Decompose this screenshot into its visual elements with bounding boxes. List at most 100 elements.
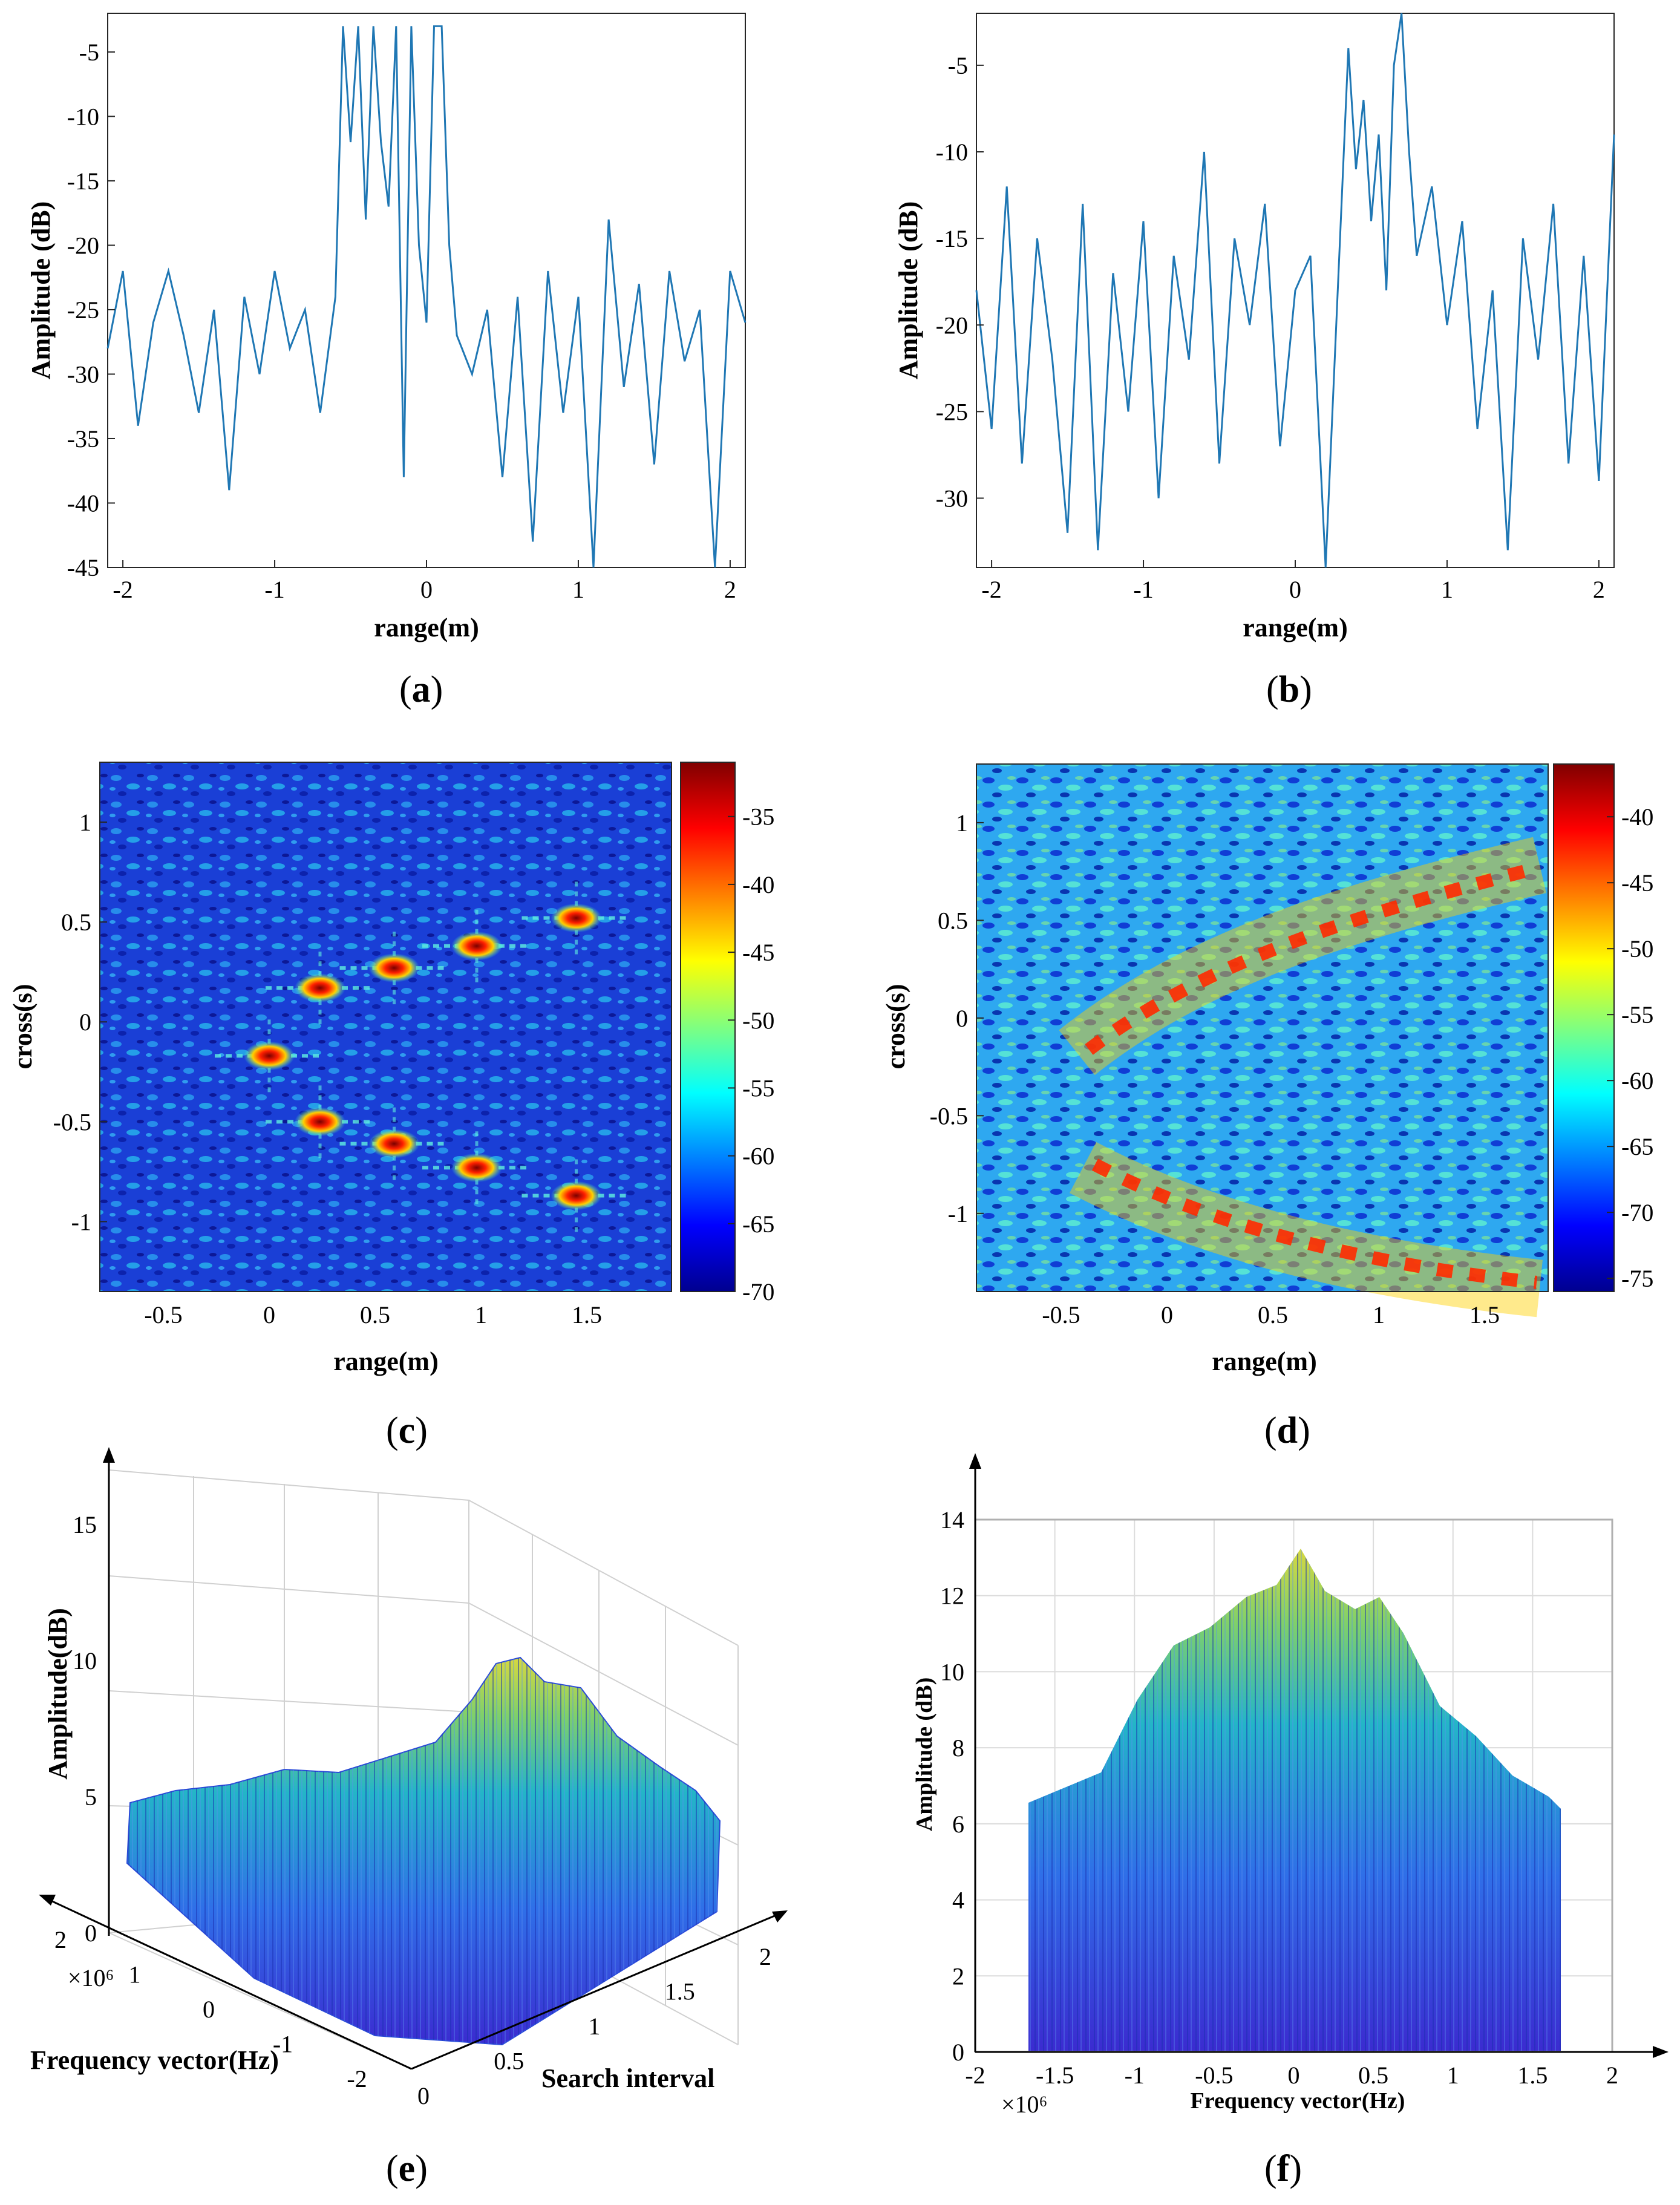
surface-e-z-tick-label: 5 [85, 1783, 97, 1811]
b-y-tick-label: -30 [936, 485, 968, 512]
panel-d-heatmap: -40 -45 -50 -55 -60 -65 -70 -75 1 0.5 0 -0.5 -1 -0.… [881, 763, 1653, 1451]
plot-a-y-axis-label: Amplitude (dB) [26, 201, 56, 380]
b-y-tick-label: -15 [936, 225, 968, 252]
plot-f-y-tick-label: 12 [940, 1583, 964, 1610]
surface-e-y-ticks: 0 0.5 1 1.5 2 [417, 1943, 771, 2109]
c-y-tick-label: 0 [79, 1008, 91, 1036]
a-x-tick-label: 0 [420, 576, 433, 603]
panel-label-f: (f) [1264, 2148, 1302, 2189]
plot-f-x-tick-label: 0 [1288, 2062, 1300, 2089]
a-x-tick-label: 2 [724, 576, 736, 603]
heatmap-c-point-targets [215, 881, 631, 1232]
panel-label-c: (c) [386, 1410, 428, 1451]
surface-e-y-tick-label: 1.5 [665, 1978, 695, 2005]
b-x-tick-label: 2 [1593, 576, 1605, 603]
surface-e-z-ticks: 0 5 10 15 [73, 1511, 97, 1947]
plot-f-y-axis-arrow [969, 1453, 981, 1469]
surface-e-z-tick-label: 10 [73, 1647, 97, 1674]
d-colorbar-tick-label: -70 [1621, 1199, 1653, 1226]
plot-f-y-tick-label: 2 [952, 1962, 964, 1990]
c-x-tick-label: 1 [475, 1301, 487, 1328]
d-colorbar-tick-label: -40 [1621, 803, 1653, 831]
c-x-tick-label: 0 [263, 1301, 275, 1328]
heatmap-d-lower-band [1069, 1142, 1543, 1318]
heatmap-c-x-ticks: -0.5 0 0.5 1 1.5 [144, 1301, 602, 1328]
heatmap-d-x-ticks: -0.5 0 0.5 1 1.5 [1042, 1301, 1500, 1328]
surface-e-y-tick-label: 2 [759, 1943, 771, 1970]
c-x-tick-label: 1.5 [572, 1301, 602, 1328]
c-colorbar-tick-label: -40 [742, 871, 774, 898]
point-target [368, 953, 420, 983]
point-target [295, 973, 345, 1003]
plot-f-x-ticks: -2 -1.5 -1 -0.5 0 0.5 1 1.5 2 [965, 2062, 1618, 2089]
plot-a-x-axis-label: range(m) [374, 613, 479, 642]
b-x-tick-label: 0 [1289, 576, 1301, 603]
plot-b-y-ticks: -5 -10 -15 -20 -25 -30 [936, 52, 984, 512]
d-x-tick-label: -0.5 [1042, 1301, 1080, 1328]
surface-e-z-tick-label: 15 [73, 1511, 97, 1538]
plot-f-y-tick-label: 8 [952, 1734, 964, 1762]
d-y-tick-label: 0 [956, 1005, 968, 1032]
heatmap-d-x-axis-label: range(m) [1212, 1347, 1317, 1376]
c-x-tick-label: -0.5 [144, 1301, 182, 1328]
d-colorbar-tick-label: -75 [1621, 1265, 1653, 1292]
surface-e-x-axis-label: Frequency vector(Hz) [30, 2045, 279, 2075]
surface-e-y-axis-arrow [772, 1910, 788, 1922]
d-colorbar-tick-label: -45 [1621, 869, 1653, 897]
d-colorbar-tick-label: -60 [1621, 1067, 1653, 1094]
b-x-tick-label: -2 [981, 576, 1001, 603]
surface-e-mesh-texture [127, 1658, 720, 2045]
plot-f-x-tick-label: 2 [1606, 2062, 1618, 2089]
d-x-tick-label: 1 [1373, 1301, 1385, 1328]
plot-f-y-tick-label: 0 [952, 2039, 964, 2066]
heatmap-d-background [976, 764, 1548, 1292]
surface-e-x-tick-label: -1 [273, 2031, 293, 2058]
heatmap-c-y-ticks: 1 0.5 0 -0.5 -1 [53, 809, 107, 1235]
point-target [451, 931, 502, 961]
surface-e-z-axis-label: Amplitude(dB) [43, 1608, 73, 1780]
panel-f-3d-sideview: 0 2 4 6 8 10 12 14 -2 -1.5 -1 -0.5 0 0.5 1 1.5 2 ×10⁶ F… [912, 1453, 1669, 2189]
panel-label-b: (b) [1266, 669, 1312, 710]
heatmap-c-background [100, 762, 672, 1292]
a-y-tick-label: -20 [67, 232, 99, 259]
heatmap-d-upper-band [1059, 837, 1546, 1076]
panel-label-e: (e) [386, 2148, 428, 2189]
plot-f-y-tick-label: 4 [952, 1887, 964, 1914]
a-y-tick-label: -15 [67, 168, 99, 195]
plot-b-x-ticks: -2 -1 0 1 2 [981, 560, 1605, 603]
surface-e-y-tick-label: 0.5 [494, 2048, 524, 2075]
point-target [451, 1153, 502, 1183]
d-x-tick-label: 0 [1161, 1301, 1173, 1328]
colorbar-c [680, 762, 736, 1292]
surface-e-x-axis [48, 1898, 412, 2070]
surface-e-x-tick-label: 2 [54, 1926, 67, 1953]
plot-a-series-line [106, 25, 747, 568]
heatmap-c-y-axis-label: cross(s) [8, 984, 38, 1070]
d-y-tick-label: -0.5 [930, 1102, 968, 1129]
plot-f-x-exponent: ×10⁶ [1001, 2091, 1048, 2118]
heatmap-d-target-bands [1059, 837, 1546, 1318]
point-target [244, 1041, 295, 1071]
b-y-tick-label: -25 [936, 398, 968, 425]
surface-e-x-tick-label: -2 [347, 2065, 367, 2092]
d-y-tick-label: 1 [956, 809, 968, 837]
plot-f-y-tick-label: 6 [952, 1811, 964, 1838]
c-colorbar-tick-label: -35 [742, 803, 774, 831]
panel-b-line-plot: -5-10-15-20-25-30 -2 -1 0 1 2 range(m) Ampli… [894, 13, 1615, 710]
plot-b-series-line [975, 13, 1615, 568]
plot-a-y-ticks: -5 -10 -15 -20 -25 -30 -35 -40 -45 [67, 39, 115, 581]
b-x-tick-label: -1 [1133, 576, 1153, 603]
plot-f-x-tick-label: 1 [1447, 2062, 1459, 2089]
surface-e-x-tick-label: 0 [203, 1996, 215, 2023]
plot-f-x-tick-label: -1 [1125, 2062, 1145, 2089]
c-colorbar-tick-label: -70 [742, 1278, 774, 1305]
heatmap-d-frame [976, 763, 1549, 1292]
d-colorbar-tick-label: -55 [1621, 1001, 1653, 1028]
colorbar-c-ticks: -35 -40 -45 -50 -55 -60 -65 -70 [728, 803, 774, 1305]
heatmap-c-frame [99, 762, 672, 1292]
b-y-tick-label: -10 [936, 139, 968, 166]
heatmap-c-x-axis-label: range(m) [333, 1347, 439, 1376]
surface-e-y-tick-label: 0 [417, 2082, 430, 2109]
surface-e-x-exponent: ×10⁶ [68, 1964, 114, 1991]
